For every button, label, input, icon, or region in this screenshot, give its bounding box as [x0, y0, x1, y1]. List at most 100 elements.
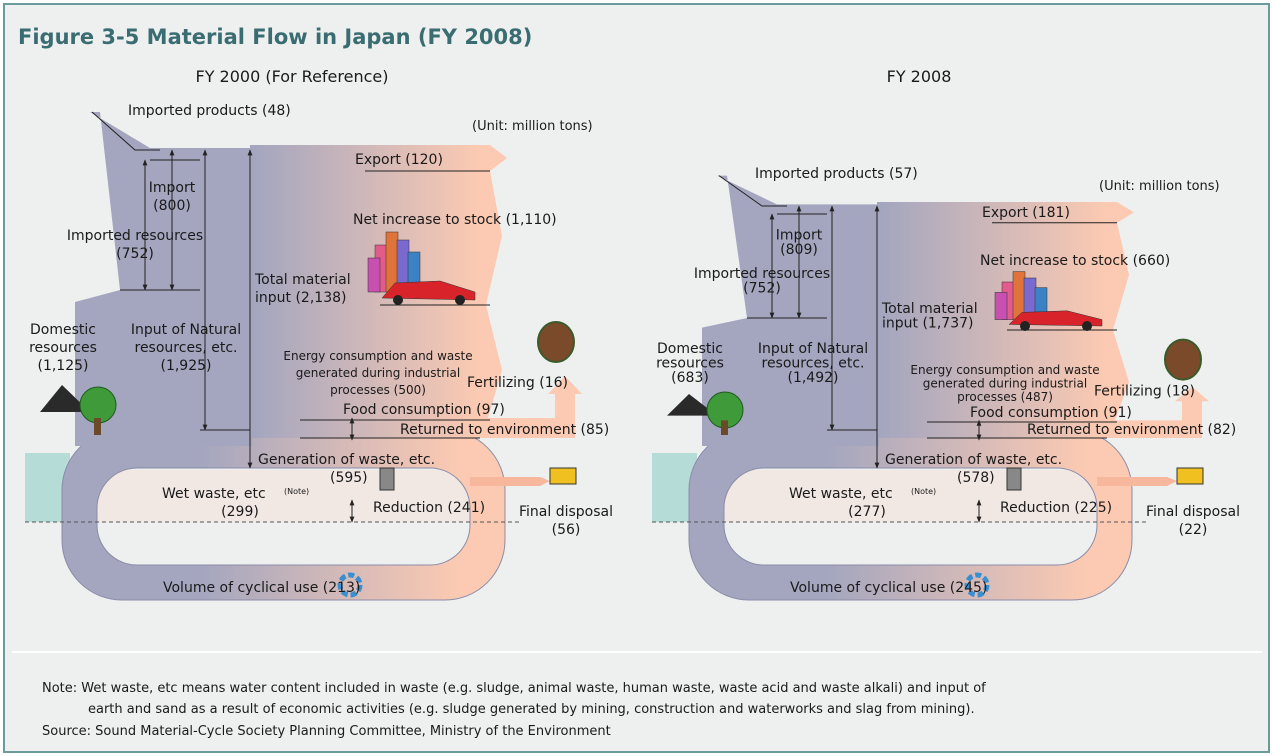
- label: generated during industrial: [923, 377, 1087, 391]
- label: Net increase to stock (1,110): [353, 212, 557, 228]
- label: Returned to environment (82): [1027, 422, 1236, 438]
- label: (Note): [284, 487, 309, 496]
- energy-icon: [1164, 338, 1202, 381]
- label: resources, etc.: [762, 356, 865, 372]
- label: resources, etc.: [135, 340, 238, 356]
- label: Food consumption (91): [970, 405, 1132, 421]
- label: Imported products (48): [128, 103, 291, 119]
- ore-icon: [40, 385, 90, 412]
- building-icon: [994, 292, 1008, 320]
- label: (1,925): [160, 358, 211, 374]
- recycle-icon: [964, 572, 990, 598]
- disposal-flow: [470, 477, 550, 486]
- label: Volume of cyclical use (213): [163, 580, 360, 596]
- label: (277): [848, 504, 886, 520]
- import-line: [718, 175, 787, 207]
- disposal-flow: [1097, 477, 1177, 486]
- recycle-icon: [337, 572, 363, 598]
- label: Net increase to stock (660): [980, 253, 1170, 269]
- label: (22): [1179, 522, 1208, 538]
- label: Imported resources: [694, 266, 830, 282]
- label: Food consumption (97): [343, 402, 505, 418]
- note-line: earth and sand as a result of economic a…: [88, 702, 975, 717]
- label: Domestic: [30, 322, 96, 338]
- label: Domestic: [657, 341, 723, 357]
- figure-title: Figure 3-5 Material Flow in Japan (FY 20…: [18, 25, 532, 49]
- label: Final disposal: [519, 504, 613, 520]
- ore-icon: [667, 394, 717, 416]
- label: Wet waste, etc: [789, 486, 893, 502]
- label: Export (120): [355, 152, 443, 168]
- label: Reduction (241): [373, 500, 485, 516]
- label: Export (181): [982, 205, 1070, 221]
- label: (683): [671, 370, 709, 386]
- water: [97, 470, 472, 522]
- import-line: [91, 111, 160, 151]
- label: Generation of waste, etc.: [885, 452, 1062, 468]
- water: [724, 470, 1099, 522]
- building-icon: [367, 257, 381, 293]
- label: Total material: [881, 301, 978, 317]
- label: generated during industrial: [296, 366, 460, 380]
- label: Wet waste, etc: [162, 486, 266, 502]
- label: (595): [330, 470, 368, 486]
- label: (Note): [911, 487, 936, 496]
- label: Generation of waste, etc.: [258, 452, 435, 468]
- label: Returned to environment (85): [400, 422, 609, 438]
- bin-icon: [379, 467, 395, 491]
- label: Energy consumption and waste: [910, 363, 1099, 377]
- tree-icon: [721, 420, 728, 435]
- label: (1,492): [787, 370, 838, 386]
- energy-icon: [537, 321, 575, 363]
- label: Import: [776, 228, 823, 244]
- label: Reduction (225): [1000, 500, 1112, 516]
- label: processes (500): [330, 383, 426, 397]
- car-icon: [1082, 321, 1092, 331]
- label: (Unit: million tons): [1099, 179, 1220, 194]
- input-flow: [75, 112, 252, 446]
- label: (56): [552, 522, 581, 538]
- cycle-loop: [688, 429, 1133, 601]
- label: FY 2000 (For Reference): [195, 67, 388, 86]
- label: resources: [29, 340, 97, 356]
- label: Input of Natural: [131, 322, 241, 338]
- input-flow: [702, 175, 879, 446]
- label: Final disposal: [1146, 504, 1240, 520]
- label: Imported resources: [67, 228, 203, 244]
- label: (299): [221, 504, 259, 520]
- label: (752): [116, 246, 154, 262]
- label: input (1,737): [882, 316, 973, 332]
- bin-icon: [1006, 467, 1022, 491]
- label: Fertilizing (16): [467, 375, 568, 391]
- car-icon: [1020, 321, 1030, 331]
- label: Import: [149, 180, 196, 196]
- label: (578): [957, 470, 995, 486]
- label: resources: [656, 356, 724, 372]
- label: (Unit: million tons): [472, 119, 593, 134]
- label: input (2,138): [255, 290, 346, 306]
- label: Total material: [254, 272, 351, 288]
- label: Imported products (57): [755, 166, 918, 182]
- label: (1,125): [37, 358, 88, 374]
- source-line: Source: Sound Material-Cycle Society Pla…: [42, 724, 611, 739]
- label: Volume of cyclical use (245): [790, 580, 987, 596]
- car-icon: [455, 295, 465, 305]
- tree-icon: [79, 386, 117, 424]
- note-line: Note: Wet waste, etc means water content…: [42, 681, 986, 696]
- label: (800): [153, 198, 191, 214]
- label: Energy consumption and waste: [283, 349, 472, 363]
- bulldozer-icon: [549, 467, 577, 485]
- panel: FY 2000 (For Reference) (Unit: million to…: [25, 67, 613, 601]
- cycle-loop: [61, 429, 506, 601]
- panel: FY 2008 (Unit: million tons) Imported prod…: [652, 67, 1240, 601]
- label: (752): [743, 280, 781, 296]
- label: processes (487): [957, 390, 1053, 404]
- label: Input of Natural: [758, 341, 868, 357]
- label: Fertilizing (18): [1094, 384, 1195, 400]
- label: FY 2008: [887, 67, 952, 86]
- car-icon: [393, 295, 403, 305]
- bulldozer-icon: [1176, 467, 1204, 485]
- tree-icon: [94, 418, 101, 435]
